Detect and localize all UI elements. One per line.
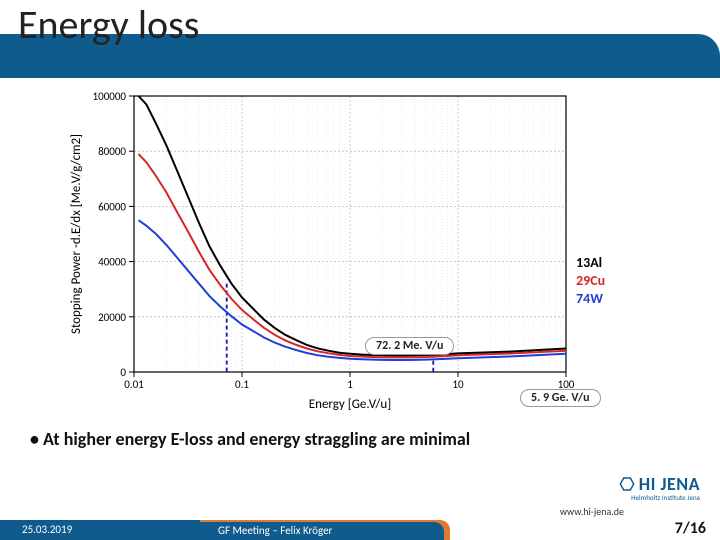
bullet-list: • At higher energy E-loss and energy str…	[30, 428, 690, 450]
chart-svg: 0.010.1110100020000400006000080000100000…	[64, 86, 640, 416]
svg-text:0.1: 0.1	[235, 378, 249, 391]
bullet-item: • At higher energy E-loss and energy str…	[30, 428, 690, 450]
svg-text:80000: 80000	[98, 145, 126, 158]
svg-text:40000: 40000	[98, 256, 126, 269]
annotation-5-9gev: 5. 9 Ge. V/u	[520, 389, 601, 407]
logo: HI JENA Helmholtz Institute Jena	[590, 473, 700, 502]
title-bar: Energy loss	[0, 0, 720, 78]
svg-text:20000: 20000	[98, 311, 126, 324]
svg-text:Energy [Ge.V/u]: Energy [Ge.V/u]	[309, 397, 391, 412]
footer-mid-accent: GF Meeting – Felix Kröger	[200, 520, 450, 540]
svg-text:13Al: 13Al	[576, 254, 602, 271]
footer-meeting: GF Meeting – Felix Kröger	[200, 522, 444, 540]
url-text: www.hi-jena.de	[560, 505, 624, 518]
svg-text:0.01: 0.01	[124, 378, 144, 391]
footer: 25.03.2019 GF Meeting – Felix Kröger	[0, 520, 720, 540]
svg-text:74W: 74W	[576, 290, 603, 307]
svg-text:29Cu: 29Cu	[576, 272, 605, 289]
svg-text:10: 10	[452, 378, 464, 391]
hexagon-icon	[619, 476, 635, 492]
page-title: Energy loss	[18, 0, 199, 49]
footer-date: 25.03.2019	[0, 520, 200, 540]
page-counter: 7/16	[675, 519, 706, 538]
logo-subtitle: Helmholtz Institute Jena	[590, 493, 700, 502]
logo-text: HI JENA	[639, 473, 700, 495]
bullet-text: At higher energy E-loss and energy strag…	[43, 428, 470, 450]
svg-text:1: 1	[347, 378, 353, 391]
svg-text:100000: 100000	[93, 90, 127, 103]
slide-root: Energy loss 0.010.1110100020000400006000…	[0, 0, 720, 540]
logo-main: HI JENA	[590, 473, 700, 495]
svg-text:60000: 60000	[98, 200, 126, 213]
svg-text:Stopping Power -d.E/dx [Me.V/g: Stopping Power -d.E/dx [Me.V/g/cm2]	[69, 134, 84, 334]
energy-loss-chart: 0.010.1110100020000400006000080000100000…	[64, 86, 640, 416]
svg-text:0: 0	[120, 366, 126, 379]
annotation-72mev: 72. 2 Me. V/u	[365, 337, 454, 355]
